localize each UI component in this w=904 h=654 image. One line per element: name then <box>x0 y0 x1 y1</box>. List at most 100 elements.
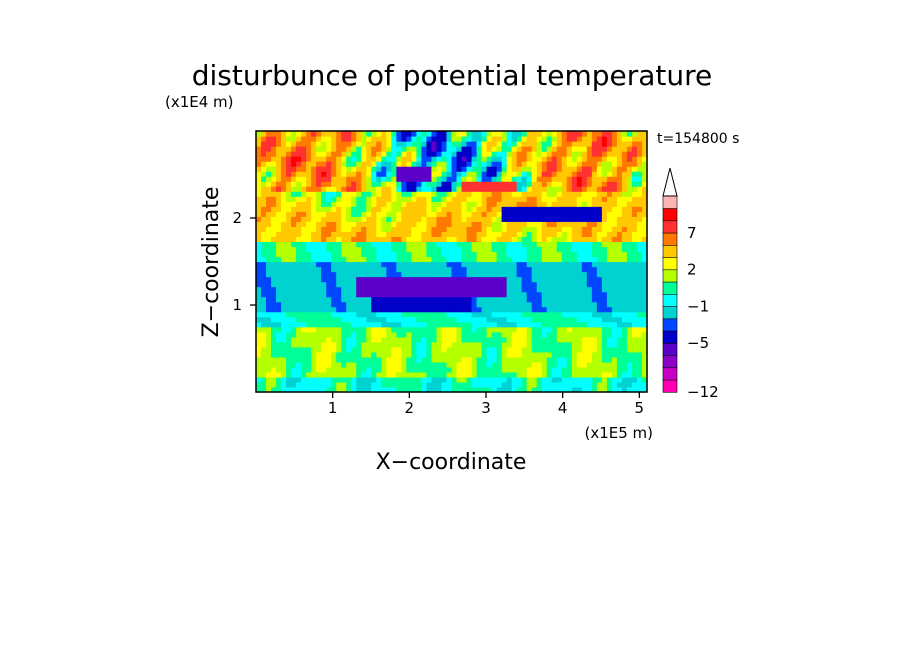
heatmap-cell <box>416 151 423 157</box>
heatmap-cell <box>531 196 538 202</box>
heatmap-cell <box>316 156 322 162</box>
heatmap-cell <box>631 296 638 303</box>
heatmap-cell <box>286 261 292 268</box>
heatmap-cell <box>596 271 603 278</box>
heatmap-cell <box>516 291 523 298</box>
heatmap-cell <box>481 306 488 313</box>
heatmap-cell <box>356 356 362 363</box>
heatmap-cell <box>631 161 638 167</box>
heatmap-cell <box>506 356 513 363</box>
heatmap-cell <box>596 221 603 227</box>
heatmap-cell <box>531 266 538 273</box>
heatmap-cell <box>501 266 508 273</box>
heatmap-cell <box>521 276 528 283</box>
heatmap-cell <box>526 341 533 348</box>
heatmap-cell <box>601 366 608 373</box>
chart-title: disturbunce of potential temperature <box>192 59 713 92</box>
heatmap-cell <box>476 226 483 232</box>
heatmap-cell <box>476 326 483 333</box>
heatmap-cell <box>426 171 433 177</box>
heatmap-cell <box>451 161 458 167</box>
heatmap-cell <box>486 211 493 217</box>
heatmap-cell <box>286 246 292 253</box>
heatmap-cell <box>556 281 563 288</box>
heatmap-cell <box>321 311 327 318</box>
heatmap-cell <box>316 201 322 207</box>
heatmap-cell <box>431 291 438 298</box>
heatmap-cell <box>311 301 317 308</box>
heatmap-cell <box>481 181 488 187</box>
heatmap-cell <box>601 201 608 207</box>
heatmap-cell <box>381 151 387 157</box>
heatmap-cell <box>521 356 528 363</box>
heatmap-cell <box>261 286 267 293</box>
heatmap-cell <box>531 276 538 283</box>
heatmap-cell <box>581 346 588 353</box>
heatmap-cell <box>506 176 513 182</box>
heatmap-cell <box>631 216 638 222</box>
heatmap-cell <box>316 141 322 147</box>
heatmap-cell <box>641 386 648 393</box>
heatmap-cell <box>481 226 488 232</box>
heatmap-cell <box>441 336 448 343</box>
heatmap-cell <box>256 141 262 147</box>
heatmap-cell <box>386 211 392 217</box>
heatmap-cell <box>386 146 392 152</box>
heatmap-cell <box>336 276 342 283</box>
heatmap-cell <box>331 386 337 393</box>
heatmap-cell <box>441 351 448 358</box>
heatmap-cell <box>401 181 407 187</box>
heatmap-cell <box>416 146 423 152</box>
heatmap-cell <box>466 366 473 373</box>
heatmap-cell <box>566 151 573 157</box>
heatmap-cell <box>466 261 473 268</box>
heatmap-cell <box>376 301 382 308</box>
heatmap-cell <box>531 361 538 368</box>
heatmap-cell <box>336 296 342 303</box>
heatmap-cell <box>361 176 367 182</box>
heatmap-cell <box>331 331 337 338</box>
x-axis-title: X−coordinate <box>376 450 527 475</box>
heatmap-cell <box>316 366 322 373</box>
heatmap-cell <box>561 201 568 207</box>
heatmap-cell <box>311 221 317 227</box>
heatmap-cell <box>256 381 262 388</box>
heatmap-cell <box>496 346 503 353</box>
heatmap-cell <box>281 256 287 263</box>
heatmap-cell <box>596 131 603 137</box>
heatmap-cell <box>556 291 563 298</box>
heatmap-cell <box>481 371 488 378</box>
heatmap-cell <box>391 316 397 323</box>
heatmap-cell <box>561 151 568 157</box>
heatmap-cell <box>281 336 287 343</box>
heatmap-cell <box>296 271 302 278</box>
heatmap-cell <box>301 366 307 373</box>
heatmap-cell <box>271 151 277 157</box>
heatmap-cell <box>606 336 613 343</box>
heatmap-cell <box>421 326 428 333</box>
heatmap-cell <box>516 216 523 222</box>
heatmap-cell <box>511 321 518 328</box>
heatmap-cell <box>431 311 438 318</box>
heatmap-cell <box>416 351 423 358</box>
heatmap-cell <box>276 326 282 333</box>
heatmap-cell <box>266 346 272 353</box>
heatmap-cell <box>616 231 623 237</box>
heatmap-cell <box>366 146 372 152</box>
heatmap-cell <box>416 231 423 237</box>
heatmap-cell <box>391 341 397 348</box>
heatmap-cell <box>311 351 317 358</box>
heatmap-cell <box>541 211 548 217</box>
heatmap-cell <box>351 181 357 187</box>
heatmap-cell <box>626 151 633 157</box>
heatmap-cell <box>556 161 563 167</box>
heatmap-cell <box>266 196 272 202</box>
heatmap-cell <box>486 326 493 333</box>
heatmap-cell <box>281 361 287 368</box>
heatmap-cell <box>286 356 292 363</box>
heatmap-cell <box>566 266 573 273</box>
heatmap-cell <box>281 386 287 393</box>
heatmap-cell <box>321 301 327 308</box>
heatmap-cell <box>551 376 558 383</box>
heatmap-cell <box>526 136 533 142</box>
